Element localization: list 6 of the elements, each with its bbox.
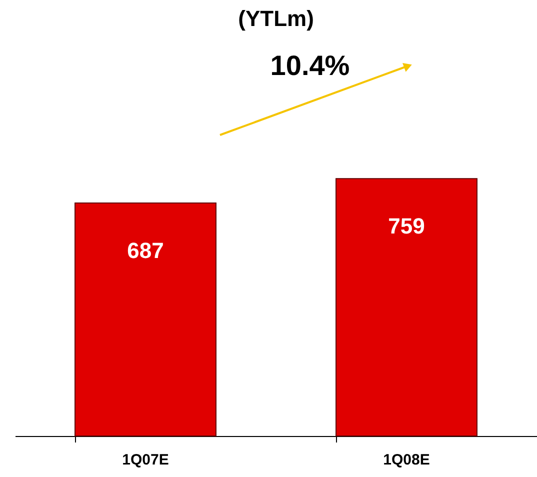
data-label: 687 xyxy=(127,238,164,263)
text: 10.4% xyxy=(270,50,350,81)
data-label: 759 xyxy=(388,214,425,239)
x-tick-label: 1Q08E xyxy=(383,452,430,468)
x-tick-label: 1Q07E xyxy=(122,452,169,468)
chart-title: (YTLm) xyxy=(238,6,314,31)
